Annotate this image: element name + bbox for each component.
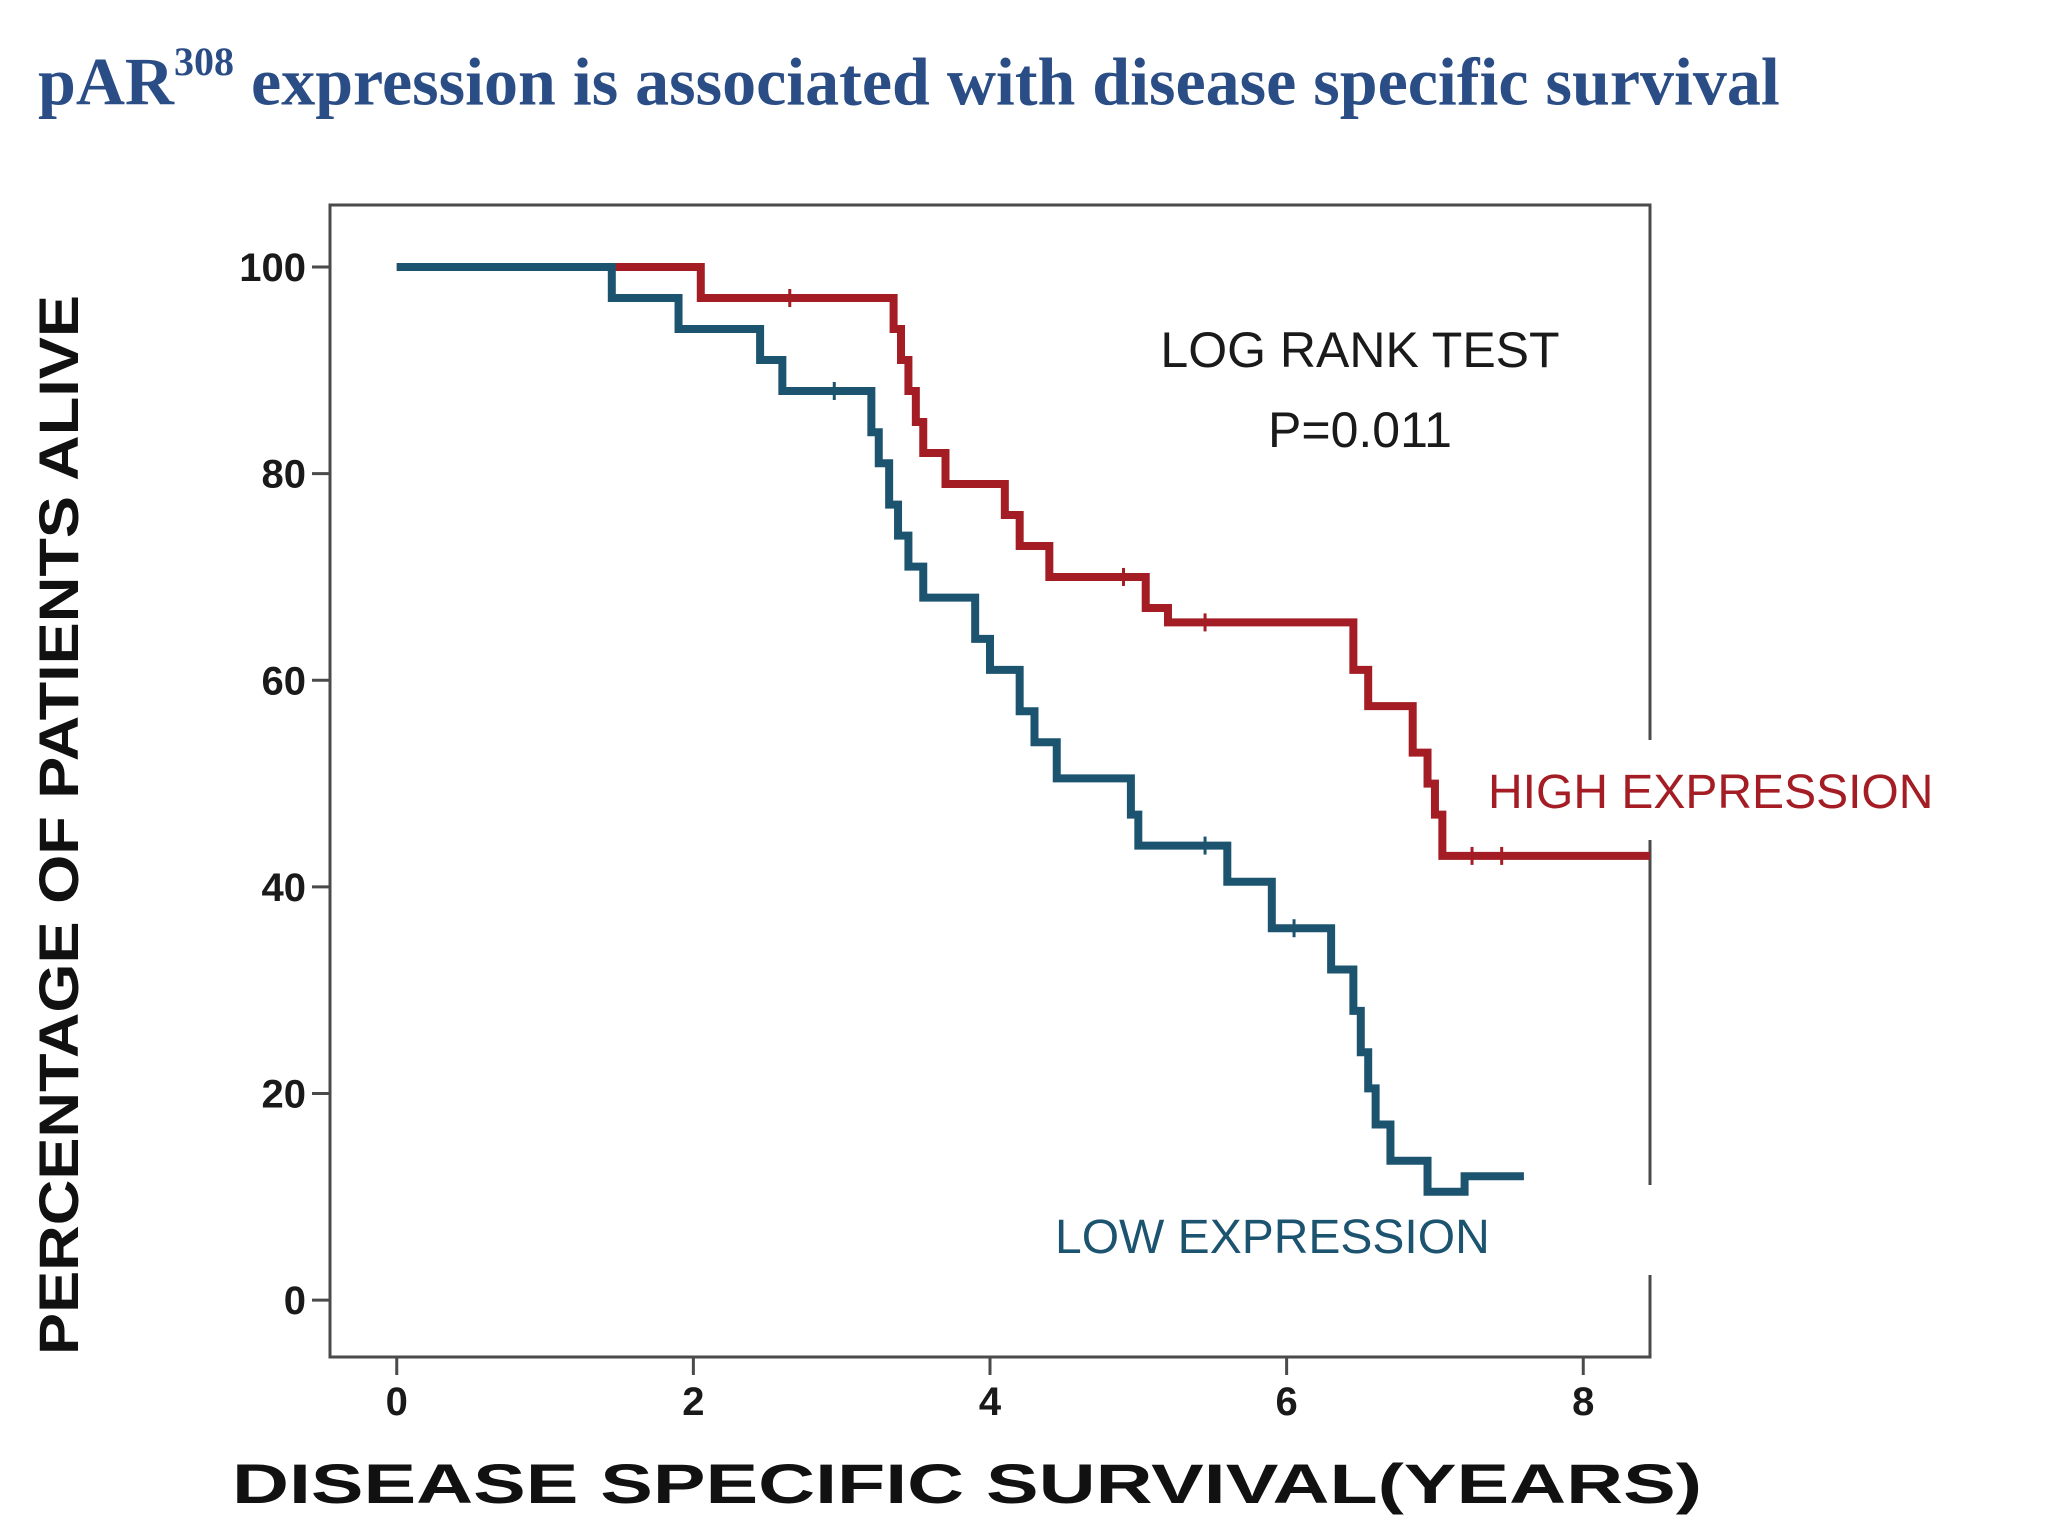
- x-tick-label-6: 6: [1276, 1380, 1298, 1424]
- y-tick-label-40: 40: [262, 866, 307, 910]
- y-tick-label-80: 80: [262, 453, 307, 497]
- curve-high: [396, 262, 1650, 860]
- x-tick-label-8: 8: [1572, 1380, 1594, 1424]
- title-superscript: 308: [174, 39, 235, 84]
- y-tick-label-100: 100: [239, 246, 306, 290]
- axis-ticks: 0 20 40 60 80 100 0 2 4 6 8: [239, 246, 1594, 1424]
- x-tick-label-0: 0: [386, 1380, 408, 1424]
- x-tick-label-4: 4: [979, 1380, 1002, 1424]
- series-label-high: HIGH EXPRESSION: [1488, 766, 1933, 819]
- label-gap-low: [1640, 1185, 1670, 1275]
- p-value-label: P=0.011: [1268, 402, 1452, 458]
- x-axis-title: DISEASE SPECIFIC SURVIVAL(YEARS): [232, 1452, 1702, 1515]
- title-suffix: expression is associated with disease sp…: [234, 43, 1780, 120]
- y-axis-title: PERCENTAGE OF PATIENTS ALIVE: [27, 295, 90, 1355]
- x-tick-label-2: 2: [682, 1380, 704, 1424]
- curve-low: [396, 262, 1524, 1196]
- title-prefix: pAR: [38, 43, 175, 120]
- y-tick-label-20: 20: [262, 1073, 307, 1117]
- label-gap-high: [1640, 740, 1670, 840]
- y-tick-label-0: 0: [284, 1279, 306, 1323]
- series-label-low: LOW EXPRESSION: [1055, 1211, 1490, 1264]
- survival-curves: [396, 262, 1650, 1196]
- y-tick-label-60: 60: [262, 659, 307, 703]
- page-title: pAR308 expression is associated with dis…: [38, 18, 2038, 138]
- log-rank-label: LOG RANK TEST: [1160, 322, 1559, 378]
